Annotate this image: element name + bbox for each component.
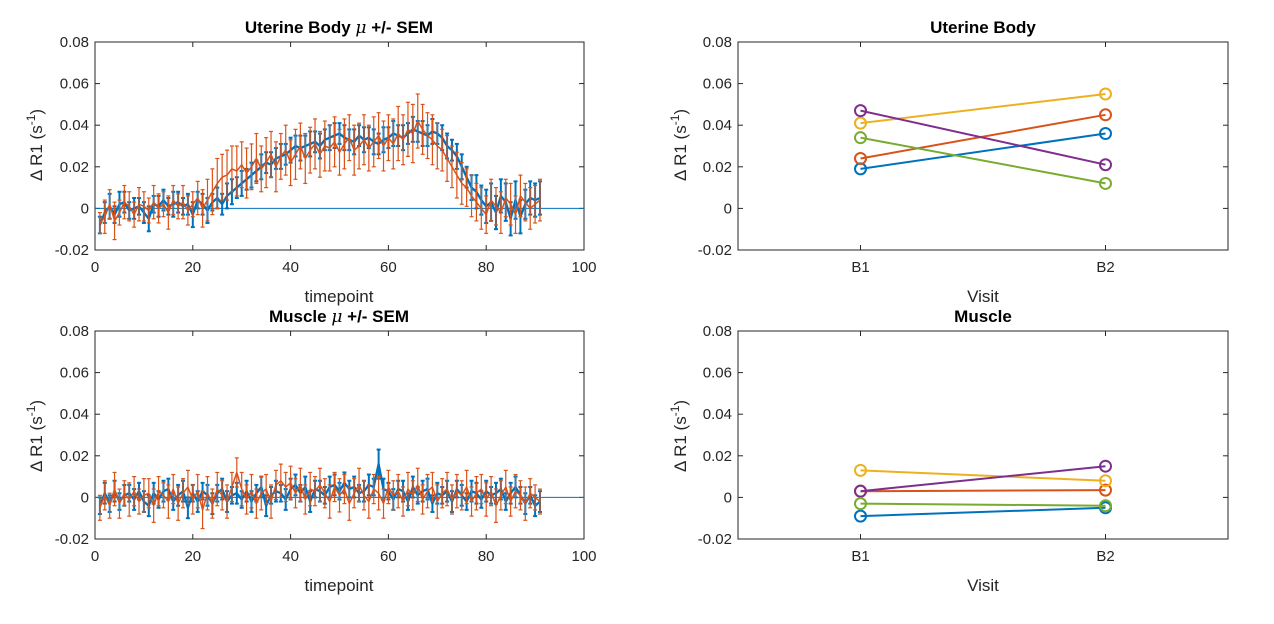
x-tick-label: 20 — [184, 259, 201, 276]
y-tick-label: 0.08 — [60, 34, 89, 51]
series-marker — [1099, 459, 1112, 473]
axes-box — [737, 41, 1229, 251]
panel-muscle-timecourse: Muscle μ +/- SEM timepoint Δ R1 (s-1) -0… — [24, 307, 597, 595]
panel-title: Muscle — [954, 307, 1012, 326]
y-tick-label: 0.02 — [703, 448, 732, 465]
y-tick-label: -0.02 — [698, 531, 732, 548]
panel-uterine-body-timecourse: Uterine Body μ +/- SEM timepoint Δ R1 (s… — [24, 18, 597, 306]
axes-box — [94, 41, 585, 251]
x-axis-label: timepoint — [305, 287, 374, 306]
y-tick-label: 0 — [724, 489, 732, 506]
x-tick-label: 80 — [478, 259, 495, 276]
x-tick-label: B1 — [851, 259, 869, 276]
x-tick-label: B1 — [851, 548, 869, 565]
series-marker — [854, 131, 867, 145]
x-tick-label: 100 — [571, 259, 596, 276]
y-tick-label: 0.04 — [60, 406, 89, 423]
panel-title: Uterine Body μ +/- SEM — [245, 18, 433, 38]
y-tick-label: 0.06 — [703, 365, 732, 382]
series-marker — [854, 116, 867, 130]
series-line-visit-2 — [99, 120, 541, 224]
series-line-subject-2 — [860, 489, 1106, 493]
series-marker — [1099, 127, 1112, 141]
series-line-visit-2 — [99, 471, 541, 511]
series-marker — [1099, 176, 1112, 190]
x-tick-label: 20 — [184, 548, 201, 565]
panel-muscle-visit: Muscle Visit Δ R1 (s-1) -0.02 0 0.02 0.04 0.… — [668, 307, 1229, 595]
x-tick-label: 100 — [571, 548, 596, 565]
series-marker — [1099, 474, 1112, 488]
series-marker — [854, 463, 867, 477]
series-line-subject-4 — [860, 109, 1106, 166]
y-tick-label: -0.02 — [698, 242, 732, 259]
x-axis-label: Visit — [967, 576, 999, 595]
series-marker — [854, 509, 867, 523]
series-marker — [854, 497, 867, 511]
x-tick-label: 60 — [380, 259, 397, 276]
x-tick-label: 0 — [91, 548, 99, 565]
x-tick-label: 60 — [380, 548, 397, 565]
x-tick-label: B2 — [1096, 548, 1114, 565]
y-tick-label: 0 — [81, 200, 89, 217]
series-line-subject-4 — [860, 465, 1106, 493]
x-tick-label: 80 — [478, 548, 495, 565]
series-marker — [1099, 87, 1112, 101]
y-axis-label: Δ R1 (s-1) — [24, 400, 46, 472]
axes-box — [737, 330, 1229, 540]
series-line-subject-1 — [860, 506, 1106, 518]
series-marker — [1099, 158, 1112, 172]
y-tick-label: 0 — [81, 489, 89, 506]
y-tick-label: 0.06 — [60, 365, 89, 382]
y-tick-label: 0.08 — [60, 323, 89, 340]
x-axis-label: Visit — [967, 287, 999, 306]
series-line-subject-3 — [860, 93, 1106, 125]
series-marker — [1099, 483, 1112, 497]
y-axis-label: Δ R1 (s-1) — [668, 109, 690, 181]
x-tick-label: 40 — [282, 259, 299, 276]
series-line-subject-1 — [860, 132, 1106, 170]
x-axis-label: timepoint — [305, 576, 374, 595]
panel-title: Uterine Body — [930, 18, 1036, 37]
y-tick-label: 0.06 — [703, 76, 732, 93]
series-line-subject-3 — [860, 469, 1106, 482]
series-marker — [854, 484, 867, 498]
axes-box — [94, 330, 585, 540]
x-tick-label: B2 — [1096, 259, 1114, 276]
series-line-subject-5 — [860, 136, 1106, 185]
y-tick-label: 0.02 — [703, 159, 732, 176]
y-tick-label: 0.04 — [703, 406, 732, 423]
series-marker — [854, 151, 867, 165]
error-bars-visit-2 — [97, 93, 542, 241]
panel-uterine-body-visit: Uterine Body Visit Δ R1 (s-1) -0.02 0 0.02… — [668, 18, 1229, 306]
y-tick-label: 0.04 — [60, 117, 89, 134]
series-marker — [1099, 499, 1112, 513]
panel-title: Muscle μ +/- SEM — [269, 307, 409, 327]
y-tick-label: 0.02 — [60, 448, 89, 465]
y-tick-label: 0.06 — [60, 76, 89, 93]
y-tick-label: 0.08 — [703, 34, 732, 51]
y-axis-label: Δ R1 (s-1) — [668, 400, 690, 472]
y-tick-label: -0.02 — [55, 531, 89, 548]
y-tick-label: 0.02 — [60, 159, 89, 176]
series-marker — [1099, 108, 1112, 122]
x-tick-label: 0 — [91, 259, 99, 276]
y-tick-label: -0.02 — [55, 242, 89, 259]
y-tick-label: 0.08 — [703, 323, 732, 340]
y-axis-label: Δ R1 (s-1) — [24, 109, 46, 181]
series-marker — [854, 104, 867, 118]
x-tick-label: 40 — [282, 548, 299, 565]
y-tick-label: 0.04 — [703, 117, 732, 134]
series-line-subject-5 — [860, 502, 1106, 507]
y-tick-label: 0 — [724, 200, 732, 217]
